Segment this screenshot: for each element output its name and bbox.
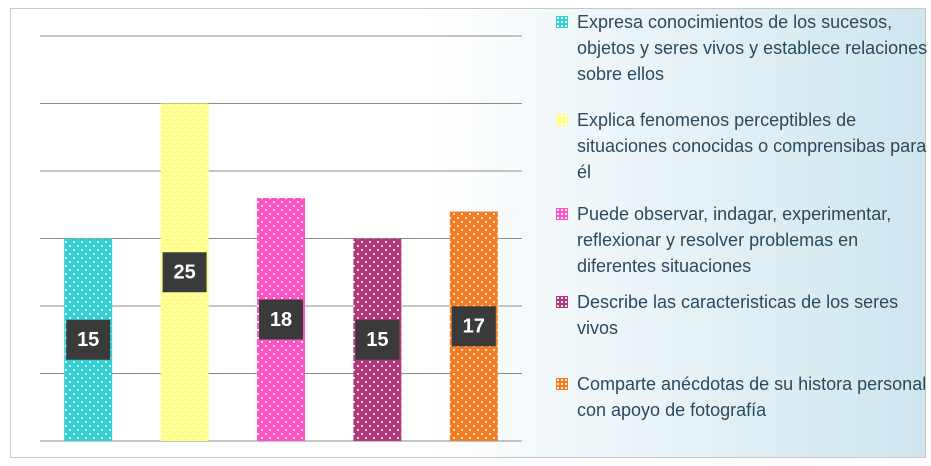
data-label-box — [355, 319, 400, 360]
legend-label: Describe las caracteristicas de los sere… — [577, 292, 899, 338]
legend-swatch — [556, 16, 568, 28]
data-label: 17 — [463, 316, 485, 338]
legend-label: Puede observar, indagar, experimentar, r… — [577, 204, 892, 276]
legend-swatch — [556, 378, 568, 390]
legend-label: Comparte anécdotas de su histora persona… — [577, 374, 927, 420]
data-label: 25 — [173, 262, 195, 284]
data-label-box — [259, 299, 303, 340]
legend-entry: Comparte anécdotas de su histora persona… — [556, 371, 928, 423]
legend-label: Expresa conocimientos de los sucesos, ob… — [577, 12, 928, 84]
legend-entry: Describe las caracteristicas de los sere… — [556, 289, 928, 341]
legend-swatch — [556, 114, 568, 126]
data-label-box — [66, 319, 111, 360]
data-label: 15 — [77, 329, 99, 351]
data-label: 15 — [366, 329, 388, 351]
data-label-box — [162, 252, 207, 293]
legend-entry: Explica fenomenos perceptibles de situac… — [556, 107, 928, 185]
data-label-box — [451, 306, 496, 347]
legend-label: Explica fenomenos perceptibles de situac… — [577, 110, 927, 182]
legend-entry: Puede observar, indagar, experimentar, r… — [556, 201, 928, 279]
legend-swatch — [556, 208, 568, 220]
legend-swatch — [556, 296, 568, 308]
legend-entry: Expresa conocimientos de los sucesos, ob… — [556, 9, 928, 87]
data-label: 18 — [270, 309, 292, 331]
